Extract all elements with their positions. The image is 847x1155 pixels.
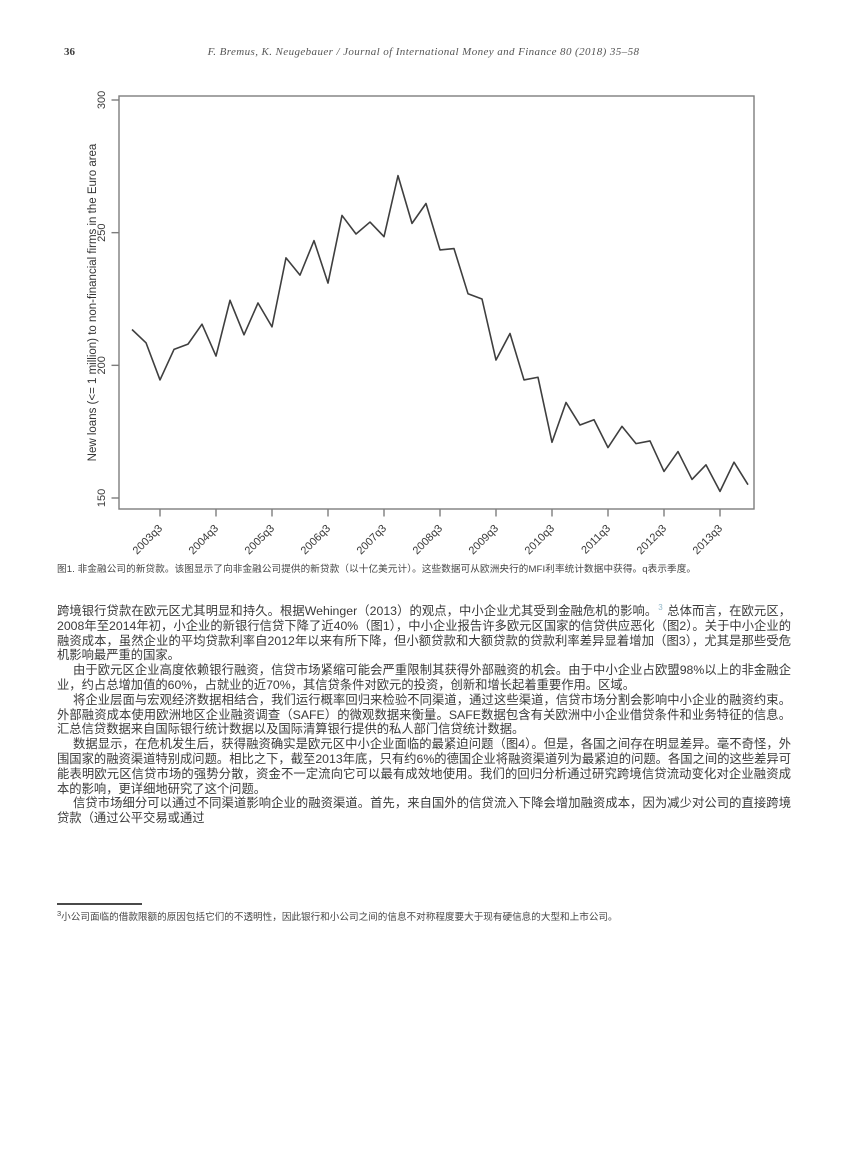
y-tick-label: 300 — [96, 91, 108, 109]
article-body: 跨境银行贷款在欧元区尤其明显和持久。根据Wehinger（2013）的观点，中小… — [57, 602, 792, 826]
x-tick-label: 2009q3 — [467, 523, 501, 557]
paragraph-5: 信贷市场细分可以通过不同渠道影响企业的融资渠道。首先，来自国外的信贷流入下降会增… — [57, 796, 791, 826]
y-tick-label: 250 — [96, 223, 108, 241]
paragraph-2: 由于欧元区企业高度依赖银行融资，信贷市场紧缩可能会严重限制其获得外部融资的机会。… — [57, 663, 791, 692]
running-head: F. Bremus, K. Neugebauer / Journal of In… — [207, 46, 640, 58]
footnote-3: 3小公司面临的借款限额的原因包括它们的不透明性，因此银行和小公司之间的信息不对称… — [57, 908, 797, 924]
plot-border — [118, 95, 755, 510]
loan-series-line — [131, 174, 749, 493]
x-tick-label: 2004q3 — [187, 523, 221, 557]
x-tick-label: 2010q3 — [523, 523, 557, 557]
y-tick-label: 200 — [96, 356, 108, 374]
paragraph-3: 将企业层面与宏观经济数据相结合，我们运行概率回归来检验不同渠道，通过这些渠道，信… — [57, 692, 791, 737]
footnote-rule — [57, 903, 142, 905]
y-axis-title: New loans (<= 1 million) to non-financia… — [87, 143, 99, 461]
x-tick-label: 2012q3 — [635, 523, 669, 557]
page-header: 36 F. Bremus, K. Neugebauer / Journal of… — [57, 44, 790, 62]
footnote-ref-3[interactable]: 3 — [658, 602, 663, 612]
footnote-3-marker: 3 — [57, 909, 62, 918]
paragraph-1-cont: 总体而言，在欧元区，2008年至2014年初，小企业的新银行信贷下降了近40%（… — [57, 604, 792, 663]
figure1-chart: 150 200 250 300 2003q3 2004q3 2005q3 2006q3 2007… — [85, 85, 790, 563]
line-chart-canvas: 150 200 250 300 2003q3 2004q3 2005q3 2006q3 2007… — [87, 91, 755, 557]
figure1-caption: 图1. 非金融公司的新贷款。该图显示了向非金融公司提供的新贷款（以十亿美元计）。… — [57, 564, 697, 575]
x-tick-label: 2013q3 — [691, 523, 725, 557]
y-tick-label: 150 — [96, 489, 108, 507]
footnote-3-text: 小公司面临的借款限额的原因包括它们的不透明性，因此银行和小公司之间的信息不对称程… — [61, 912, 618, 924]
x-tick-label: 2011q3 — [579, 523, 613, 557]
page-number: 36 — [64, 46, 75, 58]
paragraph-1-text: 跨境银行贷款在欧元区尤其明显和持久。根据Wehinger（2013）的观点，中小… — [57, 604, 658, 618]
x-tick-label: 2007q3 — [355, 523, 389, 557]
paragraph-1: 跨境银行贷款在欧元区尤其明显和持久。根据Wehinger（2013）的观点，中小… — [57, 602, 792, 663]
x-tick-label: 2008q3 — [411, 523, 445, 557]
x-tick-label: 2003q3 — [131, 523, 165, 557]
paragraph-4: 数据显示，在危机发生后，获得融资确实是欧元区中小企业面临的最紧迫问题（图4）。但… — [57, 737, 791, 796]
x-tick-label: 2006q3 — [299, 523, 333, 557]
x-tick-label: 2005q3 — [243, 523, 277, 557]
